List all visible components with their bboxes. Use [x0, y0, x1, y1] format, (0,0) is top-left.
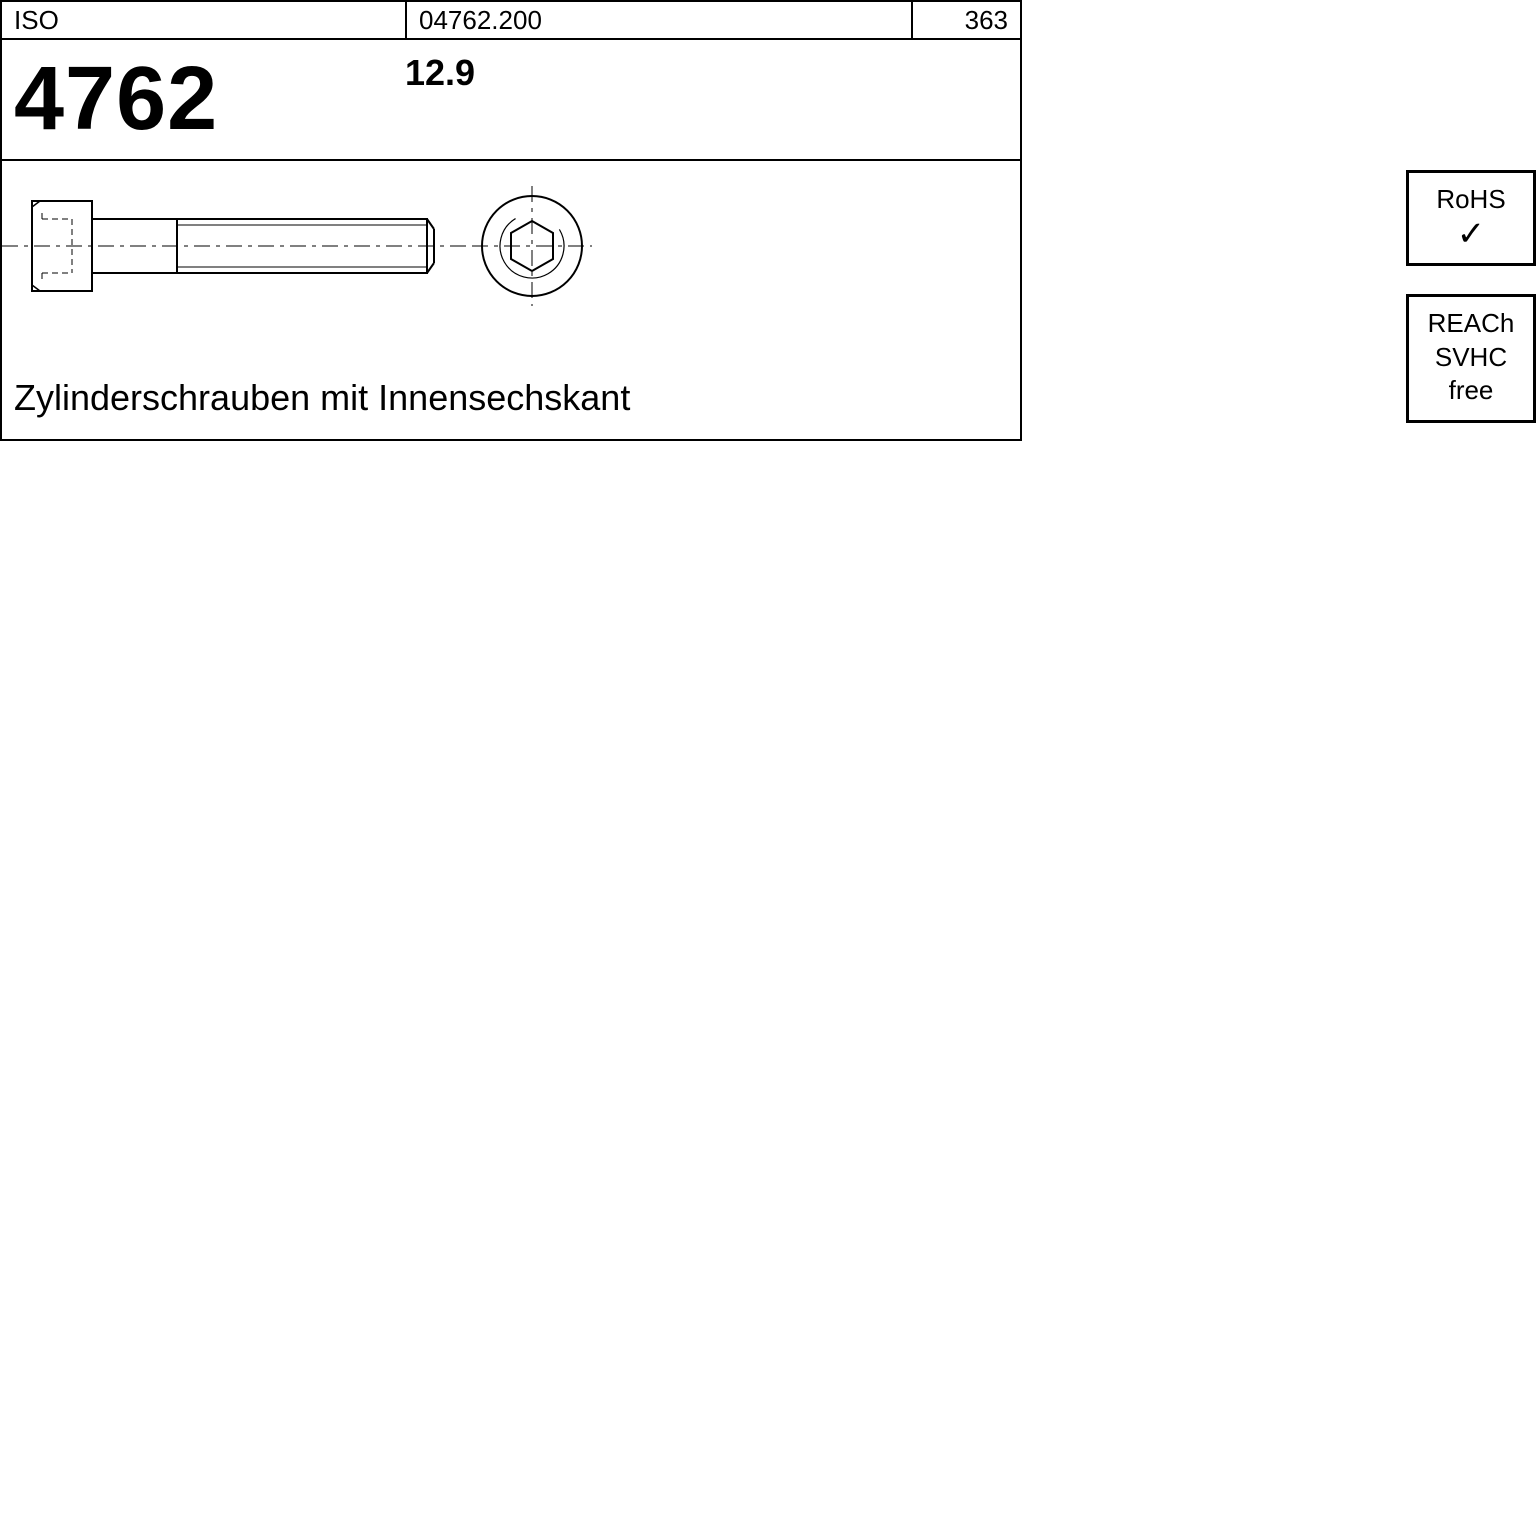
- technical-drawing: [0, 161, 1022, 361]
- product-code: 04762.200: [407, 2, 913, 38]
- property-class: 12.9: [405, 40, 487, 94]
- rohs-badge: RoHS ✓: [1406, 170, 1536, 266]
- rohs-label: RoHS: [1409, 183, 1533, 217]
- title-row: 4762 12.9: [0, 40, 1022, 161]
- datasheet-page: ISO 04762.200 363 4762 12.9: [0, 0, 1536, 1536]
- reach-line1: REACh: [1409, 307, 1533, 341]
- reach-line3: free: [1409, 374, 1533, 408]
- screw-diagram-svg: [2, 161, 602, 361]
- header-row: ISO 04762.200 363: [0, 0, 1022, 40]
- reach-badge: REACh SVHC free: [1406, 294, 1536, 423]
- standard-number: 4762: [2, 40, 405, 159]
- reach-line2: SVHC: [1409, 341, 1533, 375]
- standard-label: ISO: [2, 2, 407, 38]
- page-number: 363: [913, 2, 1020, 38]
- description: Zylinderschrauben mit Innensechskant: [0, 361, 1022, 441]
- compliance-badges: RoHS ✓ REACh SVHC free: [1406, 170, 1536, 451]
- content-column: ISO 04762.200 363 4762 12.9: [0, 0, 1022, 441]
- check-icon: ✓: [1409, 217, 1533, 251]
